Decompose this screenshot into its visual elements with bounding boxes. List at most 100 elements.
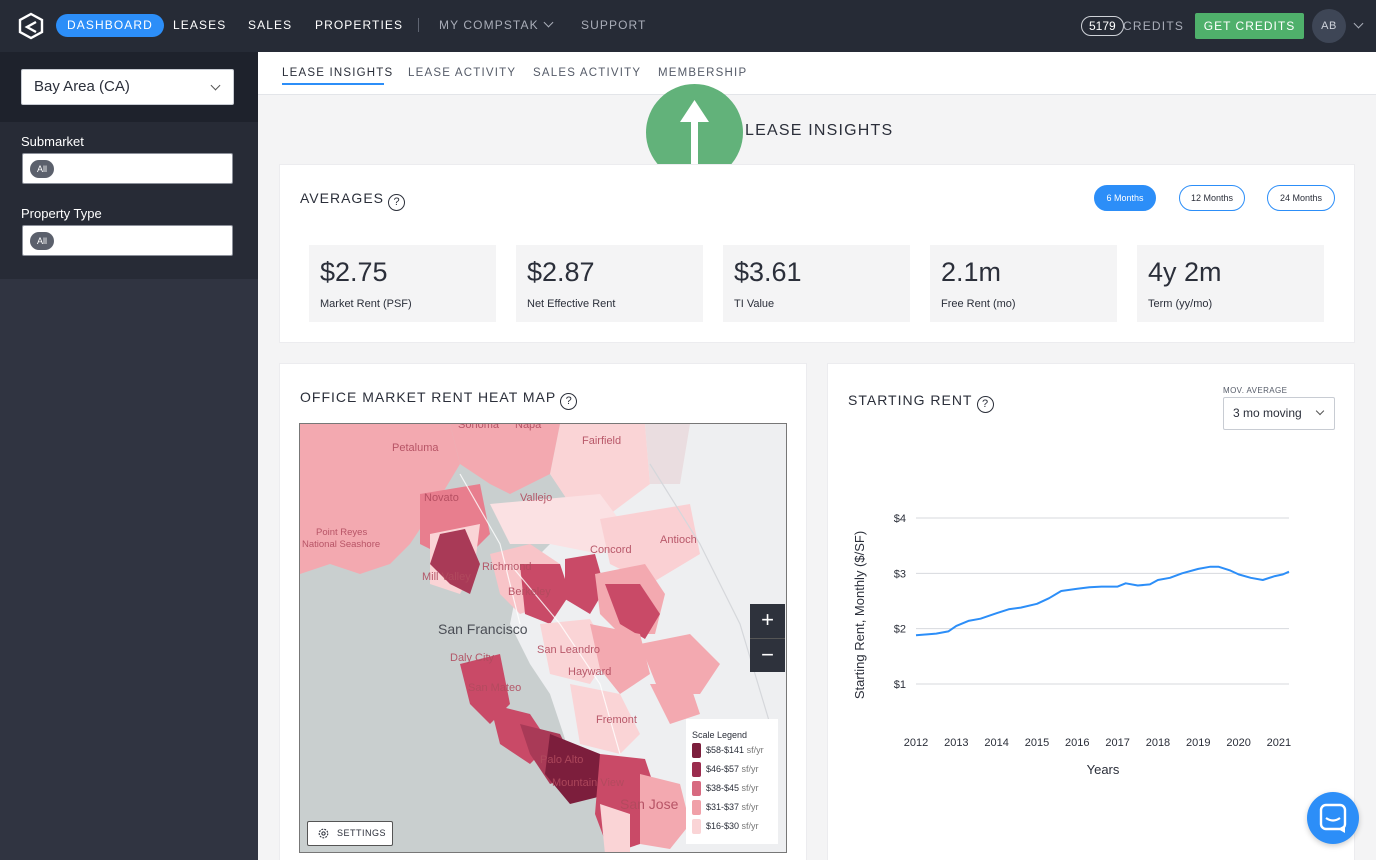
map-label-hayward: Hayward	[568, 666, 612, 678]
nav-my-compstak-label: MY COMPSTAK	[439, 18, 539, 32]
starting-rent-chart: $1 $2 $3 $4 2012 2013 2014 2015 2016 2017 2018 2019…	[852, 513, 1291, 777]
property-type-chip[interactable]: All	[30, 232, 55, 250]
map-label-point-reyes: Point Reyes	[316, 527, 368, 538]
map-label-petaluma: Petaluma	[392, 442, 439, 454]
nav-properties[interactable]: PROPERTIES	[315, 18, 404, 32]
moving-average-select[interactable]: 3 mo moving	[1223, 397, 1335, 430]
series-line	[915, 565, 1290, 637]
map-label-richmond: Richmond	[482, 561, 532, 573]
legend-title: Scale Legend	[692, 730, 748, 740]
stat-value: $3.61	[734, 257, 802, 287]
legend-row: $31-$37 sf/yr	[692, 800, 759, 815]
x-tick-label: 2015	[1025, 737, 1049, 749]
starting-rent-title: STARTING RENT?	[848, 392, 994, 413]
nav-dashboard[interactable]: DASHBOARD	[56, 14, 164, 37]
legend-swatch	[692, 819, 701, 834]
help-icon[interactable]: ?	[976, 396, 994, 413]
x-tick-label: 2016	[1065, 737, 1089, 749]
x-tick-label: 2017	[1105, 737, 1129, 749]
y-tick-label: $2	[894, 624, 906, 636]
zoom-in-button[interactable]: +	[761, 607, 774, 632]
stat-label: Net Effective Rent	[527, 298, 616, 310]
top-navigation: DASHBOARD LEASES SALES PROPERTIES MY COM…	[0, 0, 1376, 52]
map-zoom-controls: + −	[750, 604, 785, 672]
gear-icon	[318, 828, 329, 839]
map-settings-button[interactable]: SETTINGS	[307, 821, 393, 846]
legend-swatch	[692, 762, 701, 777]
map-label-san-jose: San Jose	[620, 796, 679, 812]
period-6-months-button[interactable]: 6 Months	[1094, 185, 1156, 211]
sidebar-filters: Submarket All Property Type All	[0, 122, 258, 279]
tab-lease-activity[interactable]: LEASE ACTIVITY	[408, 67, 517, 79]
market-select-value: Bay Area (CA)	[34, 78, 130, 95]
market-select[interactable]: Bay Area (CA)	[21, 69, 234, 105]
starting-rent-card	[827, 363, 1355, 860]
legend-range: $46-$57	[706, 763, 740, 774]
chevron-down-icon	[543, 17, 554, 28]
map-legend: Scale Legend $58-$141 sf/yr $46-$57 sf/y…	[686, 719, 778, 844]
zoom-out-button[interactable]: −	[750, 638, 785, 672]
chat-icon	[1319, 803, 1347, 833]
legend-unit: sf/yr	[741, 763, 759, 774]
legend-swatch	[692, 743, 701, 758]
credits-label: CREDITS	[1123, 19, 1185, 33]
period-12-months-button[interactable]: 12 Months	[1179, 185, 1245, 211]
legend-row: $38-$45 sf/yr	[692, 781, 759, 796]
get-credits-button[interactable]: GET CREDITS	[1195, 13, 1304, 39]
nav-my-compstak[interactable]: MY COMPSTAK	[439, 17, 554, 32]
x-axis-label: Years	[1087, 762, 1120, 777]
stat-label: Free Rent (mo)	[941, 298, 1016, 310]
chevron-down-icon	[210, 80, 221, 91]
chat-button[interactable]	[1307, 792, 1359, 844]
map-label-san-francisco: San Francisco	[438, 621, 528, 637]
rent-heat-map[interactable]: Sonoma Napa Petaluma Fairfield Novato Va…	[299, 423, 787, 853]
map-label-seashore: National Seashore	[302, 539, 381, 550]
period-24-months-button[interactable]: 24 Months	[1267, 185, 1335, 211]
legend-swatch	[692, 781, 701, 796]
property-type-input[interactable]: All	[22, 225, 233, 256]
page-title: LEASE INSIGHTS	[745, 122, 894, 139]
y-tick-label: $4	[894, 513, 906, 525]
moving-average-value: 3 mo moving	[1233, 406, 1302, 420]
stat-ti-value: $3.61 TI Value	[723, 245, 910, 322]
legend-range: $16-$30	[706, 820, 740, 831]
map-label-fremont: Fremont	[596, 714, 637, 726]
compstak-logo-icon[interactable]	[18, 12, 44, 40]
help-icon[interactable]: ?	[388, 194, 405, 211]
chevron-down-icon[interactable]	[1353, 18, 1364, 29]
stat-label: Term (yy/mo)	[1148, 298, 1213, 310]
map-label-san-leandro: San Leandro	[537, 644, 600, 656]
tab-lease-insights[interactable]: LEASE INSIGHTS	[282, 67, 394, 79]
stat-term: 4y 2m Term (yy/mo)	[1137, 245, 1324, 322]
stat-value: $2.75	[320, 257, 388, 287]
legend-row: $46-$57 sf/yr	[692, 762, 759, 777]
nav-support[interactable]: SUPPORT	[581, 18, 647, 32]
submarket-label: Submarket	[21, 134, 84, 149]
tab-sales-activity[interactable]: SALES ACTIVITY	[533, 67, 642, 79]
legend-swatch	[692, 800, 701, 815]
arrow-up-icon	[680, 100, 709, 164]
legend-row: $16-$30 sf/yr	[692, 819, 759, 834]
legend-unit: sf/yr	[741, 820, 759, 831]
tab-membership[interactable]: MEMBERSHIP	[658, 67, 748, 79]
nav-divider	[418, 18, 419, 32]
stat-value: 4y 2m	[1148, 257, 1222, 287]
x-tick-label: 2021	[1267, 737, 1291, 749]
starting-rent-title-text: STARTING RENT	[848, 392, 973, 408]
y-axis-label: Starting Rent, Monthly ($/SF)	[852, 531, 867, 699]
nav-sales[interactable]: SALES	[248, 18, 293, 32]
map-label-novato: Novato	[424, 492, 459, 504]
moving-average-label: MOV. AVERAGE	[1223, 386, 1288, 395]
map-label-palo-alto: Palo Alto	[540, 754, 584, 766]
legend-unit: sf/yr	[741, 782, 759, 793]
map-label-berkeley: Berkeley	[508, 586, 551, 598]
user-avatar[interactable]: AB	[1312, 9, 1346, 43]
nav-leases[interactable]: LEASES	[173, 18, 227, 32]
legend-unit: sf/yr	[741, 801, 759, 812]
legend-range: $58-$141	[706, 744, 745, 755]
submarket-chip[interactable]: All	[30, 160, 55, 178]
help-icon[interactable]: ?	[560, 393, 578, 410]
submarket-input[interactable]: All	[22, 153, 233, 184]
active-tab-indicator	[282, 83, 384, 85]
stat-label: TI Value	[734, 298, 775, 310]
